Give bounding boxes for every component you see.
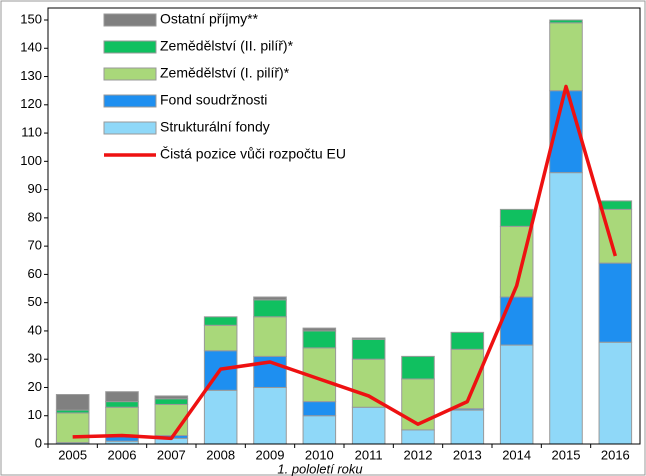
bar-segment [499,296,534,346]
y-tick-label: 40 [28,322,42,337]
x-tick-label: 2005 [58,447,87,462]
bar-segment [253,299,287,318]
bar-segment [450,409,485,445]
bar-segment [351,358,386,408]
x-tick-label: 2010 [305,447,334,462]
bar-segment [203,324,238,352]
bar-segment [401,429,435,445]
bar-segment [55,394,90,411]
x-tick-label: 2009 [256,447,285,462]
legend-swatch [103,121,157,135]
bar-segment [351,406,386,445]
legend-swatch [103,13,157,27]
x-tick-label: 2011 [355,447,383,462]
y-tick-label: 0 [35,435,42,450]
bar-segment [499,344,534,445]
legend-swatch [103,40,157,54]
y-tick-label: 140 [20,40,42,55]
legend-label: Zemědělství (I. pilíř)* [160,65,290,81]
legend-swatch [103,94,157,108]
bar-segment [203,316,238,326]
bar-segment [302,330,337,349]
bar-segment [154,395,189,400]
y-tick-label: 10 [28,407,42,422]
bar-segment [351,337,386,340]
x-tick-label: 2008 [206,447,235,462]
bar-segment [598,262,633,343]
y-tick-label: 120 [20,96,42,111]
x-tick-label: 2007 [157,447,186,462]
bar-segment [401,355,435,380]
bar-segment [253,386,287,445]
legend-label: Strukturální fondy [160,119,270,135]
y-tick-label: 100 [20,153,42,168]
x-tick-label: 2013 [453,447,482,462]
bar-segment [598,200,633,210]
bar-segment [302,327,337,332]
y-tick-label: 50 [28,294,42,309]
y-tick-label: 60 [28,266,42,281]
bar-segment [105,391,139,403]
y-tick-label: 110 [21,125,42,140]
y-tick-label: 150 [20,11,42,26]
y-tick-label: 20 [28,379,42,394]
bar-segment [499,208,534,227]
x-tick-label: 2012 [404,447,433,462]
bar-segment [253,296,287,301]
bar-segment [549,19,583,24]
bar-segment [105,406,139,437]
bar-segment [253,316,287,357]
bar-segment [598,341,633,445]
bar-segment [549,22,583,92]
bar-segment [203,389,238,445]
bar-segment [302,415,337,445]
bar-segment [351,338,386,360]
bar-segment [450,331,485,350]
y-tick-label: 70 [28,238,42,253]
x-tick-label: 2015 [552,447,581,462]
bar-segment [549,172,583,445]
legend-label: Zemědělství (II. pilíř)* [160,38,294,54]
bar-segment [154,398,189,405]
legend-label: Ostatní příjmy** [160,11,259,27]
y-tick-label: 30 [28,351,42,366]
y-tick-label: 130 [20,68,42,83]
x-axis-label: 1. pololetí roku [277,461,362,476]
y-tick-label: 90 [28,181,42,196]
y-tick-label: 80 [28,209,42,224]
x-tick-label: 2014 [502,447,531,462]
line [72,84,618,441]
bar-segment [105,401,139,408]
x-tick-label: 2016 [601,447,630,462]
bar-segment [302,401,337,417]
bar-segment [401,378,435,431]
legend-swatch [103,67,157,81]
x-tick-label: 2006 [108,447,137,462]
legend-label: Čistá pozice vůči rozpočtu EU [160,146,346,162]
legend-label: Fond soudržnosti [160,92,267,108]
